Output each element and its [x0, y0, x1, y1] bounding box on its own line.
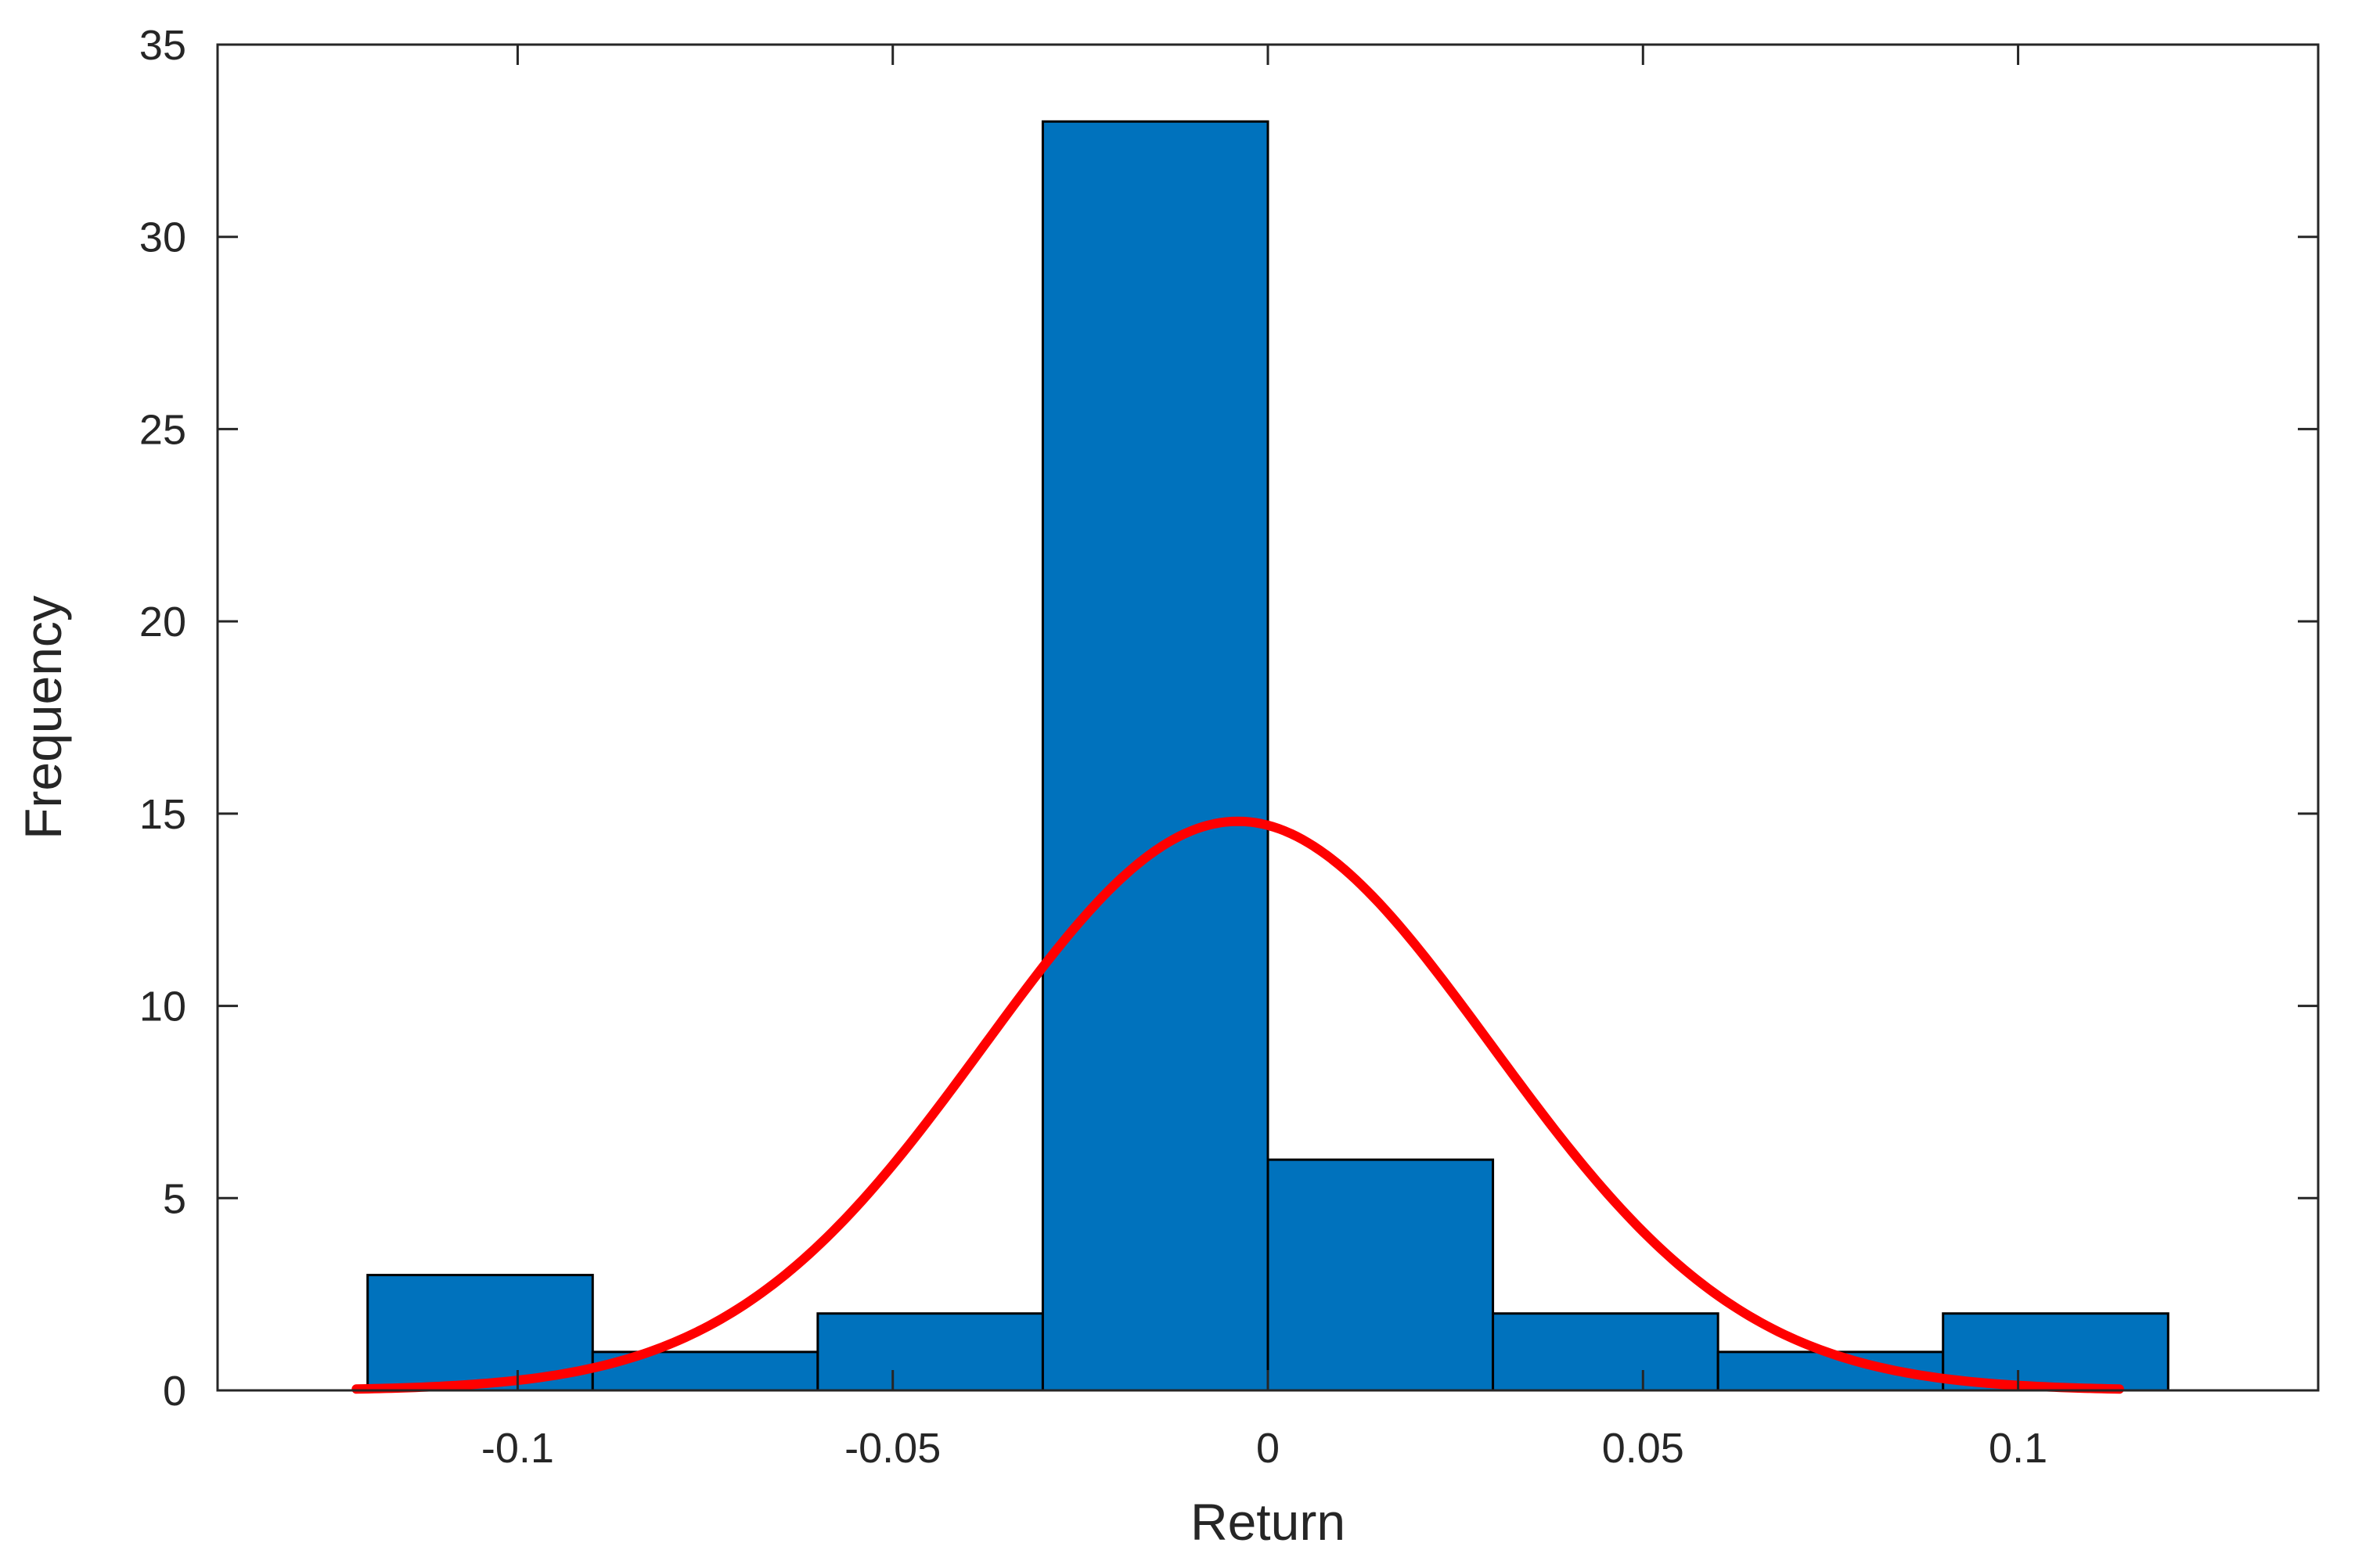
y-tick-label: 10 [139, 984, 186, 1030]
x-tick-label: 0.05 [1602, 1425, 1684, 1472]
x-tick-label: -0.1 [481, 1425, 554, 1472]
axis-ticks [218, 43, 2318, 1392]
histogram-bars [366, 120, 2169, 1392]
y-axis-title: Frequency [14, 595, 72, 840]
y-tick-label: 5 [163, 1175, 186, 1222]
x-tick-label: 0.1 [1989, 1425, 2047, 1472]
y-tick-label: 15 [139, 791, 186, 838]
histogram-bar-3 [816, 1312, 1044, 1392]
y-tick-label: 0 [163, 1368, 186, 1415]
x-tick-label: -0.05 [844, 1425, 941, 1472]
normal-fit-curve [351, 816, 2124, 1394]
histogram-bar-6 [1492, 1312, 1719, 1392]
y-tick-label: 30 [139, 214, 186, 261]
x-tick-label: 0 [1256, 1425, 1280, 1472]
histogram-bar-8 [1942, 1312, 2169, 1392]
y-tick-label: 20 [139, 599, 186, 646]
y-axis-tick-labels: 0 5 10 15 20 25 30 35 [139, 22, 186, 1415]
y-tick-label: 25 [139, 406, 186, 453]
x-axis-title: Return [1190, 1493, 1345, 1551]
x-axis-tick-labels: -0.1 -0.05 0 0.05 0.1 [481, 1425, 2047, 1472]
histogram-bar-5 [1266, 1158, 1495, 1392]
y-tick-label: 35 [139, 22, 186, 69]
histogram-bar-4 [1041, 120, 1269, 1392]
